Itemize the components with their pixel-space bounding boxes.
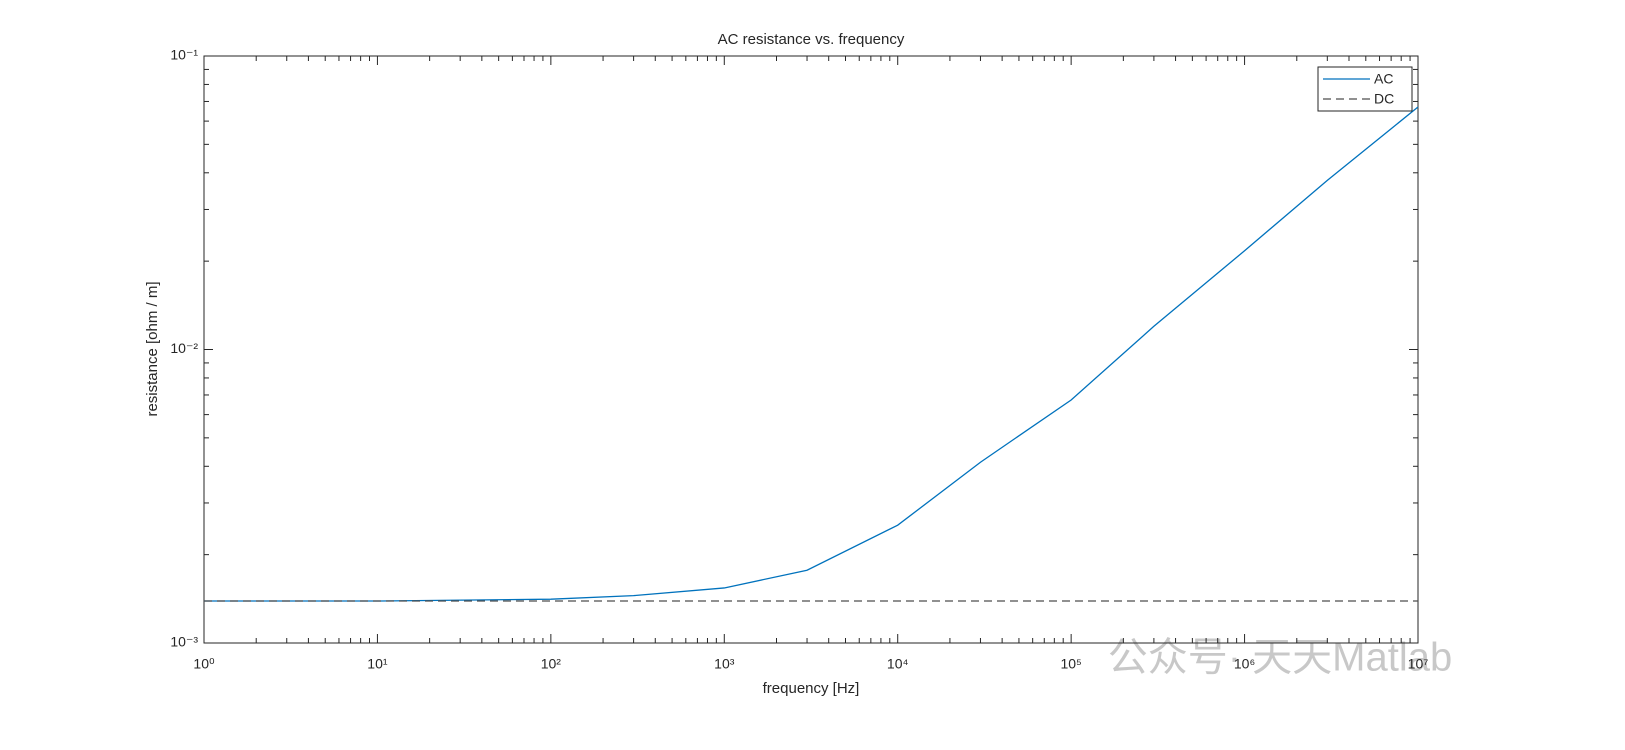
x-tick-label: 10⁶	[1234, 656, 1255, 672]
x-tick-label: 10⁰	[193, 656, 215, 672]
y-tick-label: 10⁻¹	[170, 47, 198, 63]
legend-label: AC	[1374, 71, 1393, 87]
x-tick-label: 10⁵	[1060, 656, 1081, 672]
legend	[1317, 66, 1413, 112]
x-tick-label: 10¹	[367, 656, 388, 672]
x-axis-label: frequency [Hz]	[763, 680, 860, 697]
x-tick-label: 10⁴	[887, 656, 909, 672]
series-line	[204, 106, 1419, 602]
y-tick-label: 10⁻³	[170, 634, 198, 650]
x-tick-label: 10⁷	[1408, 656, 1429, 672]
y-axis-label: resistance [ohm / m]	[144, 281, 161, 416]
legend-label: DC	[1374, 91, 1394, 107]
watermark: 公众号· 天天Matlab	[1108, 636, 1453, 680]
chart-title: AC resistance vs. frequency	[718, 31, 905, 48]
x-tick-label: 10³	[714, 656, 735, 672]
y-tick-label: 10⁻²	[170, 340, 198, 356]
x-tick-label: 10²	[541, 656, 562, 672]
